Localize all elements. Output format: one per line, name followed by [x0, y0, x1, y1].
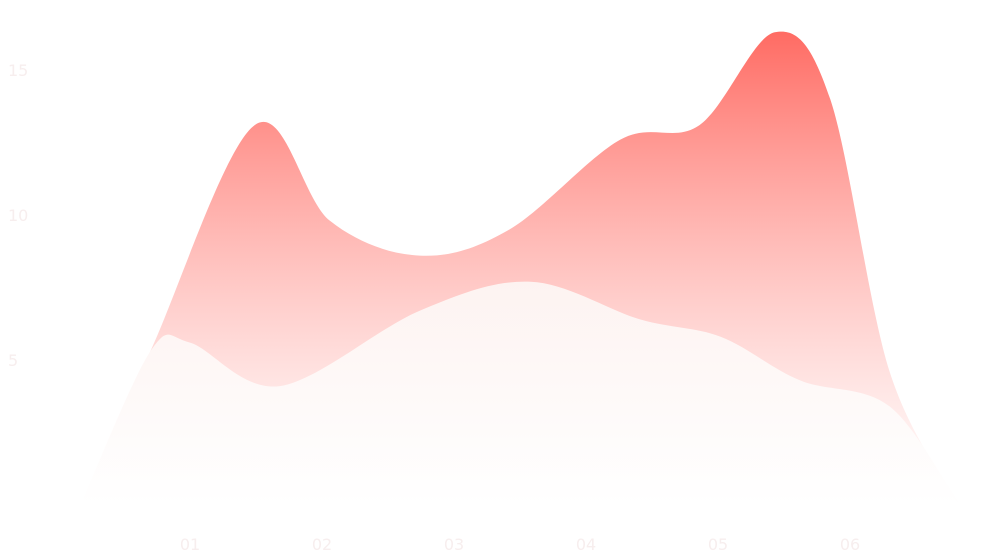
x-tick-label: 05: [708, 535, 728, 554]
x-tick-label: 01: [180, 535, 200, 554]
x-tick-label: 03: [444, 535, 464, 554]
y-tick-label: 5: [8, 351, 18, 370]
x-tick-label: 02: [312, 535, 332, 554]
y-tick-label: 15: [8, 61, 28, 80]
x-tick-label: 04: [576, 535, 596, 554]
y-tick-label: 10: [8, 206, 28, 225]
x-tick-label: 06: [840, 535, 860, 554]
series-2-area: [80, 281, 960, 505]
